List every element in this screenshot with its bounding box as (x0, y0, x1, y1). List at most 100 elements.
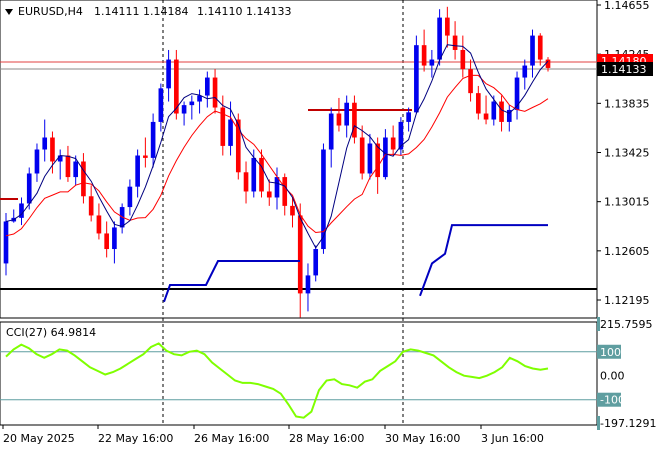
cci-tick-label: -197.1291 (600, 417, 656, 430)
candle-body (414, 45, 419, 113)
candle-body (259, 157, 264, 192)
price-tick-label: 1.14655 (604, 0, 650, 12)
dropdown-triangle-icon[interactable] (5, 9, 13, 15)
candle-body (359, 137, 365, 174)
time-tick-label: 26 May 16:00 (194, 432, 269, 445)
candle-body (181, 105, 187, 114)
symbol-timeframe: EURUSD,H4 (18, 5, 83, 18)
candle-body (290, 205, 295, 216)
candle-body (135, 155, 140, 187)
candle-body (57, 155, 63, 162)
candle-body (19, 203, 24, 218)
candle-body (390, 137, 396, 150)
candlestick-series (3, 6, 551, 318)
candle-body (344, 102, 350, 126)
candle-body (251, 157, 257, 192)
candle-body (352, 102, 357, 138)
candle-body (336, 113, 342, 126)
candle-body (112, 227, 117, 250)
candle-body (445, 17, 450, 36)
price-tick-label: 1.13425 (604, 147, 650, 160)
candle-body (483, 113, 489, 120)
candle-body (375, 143, 380, 178)
candle-body (220, 107, 226, 146)
candle-body (452, 35, 458, 50)
candle-body (34, 149, 40, 174)
candle-body (305, 275, 311, 294)
candle-body (406, 112, 411, 122)
cci-level-lines (0, 351, 597, 401)
ohlc-low: 1.14110 (197, 5, 243, 18)
trailing-stop-line (419, 224, 548, 297)
candle-body (197, 95, 202, 102)
time-tick-label: 30 May 16:00 (385, 432, 460, 445)
time-axis: 20 May 2025 22 May 16:00 26 May 16:00 28 Ma… (2, 425, 544, 445)
candle-body (81, 161, 86, 197)
candle-body (321, 149, 326, 250)
time-tick-label: 22 May 16:00 (98, 432, 173, 445)
cci-tick-badge (597, 415, 600, 430)
cci-tick-label: 100 (600, 346, 621, 359)
candle-body (514, 77, 520, 110)
candle-body (460, 49, 466, 70)
cci-axis: 215.7595 100 0.00 -100 -197.1291 (597, 317, 656, 430)
candle-body (530, 35, 535, 66)
candle-body (367, 143, 373, 174)
ohlc-high: 1.14184 (143, 5, 189, 18)
candle-body (26, 173, 32, 204)
price-tick-label: 1.12195 (604, 294, 650, 307)
price-tick-label: 1.13835 (604, 97, 650, 110)
candle-body (189, 101, 195, 106)
candle-body (506, 109, 512, 122)
candle-body (266, 191, 272, 198)
candle-body (212, 77, 218, 108)
candle-body (127, 186, 133, 208)
cci-panel (0, 321, 598, 426)
trailing-stop-lines (163, 224, 548, 303)
candle-body (96, 215, 102, 234)
fast-moving-average (5, 44, 549, 249)
ohlc-open: 1.14111 (94, 5, 140, 18)
candle-body (522, 65, 528, 78)
slow-moving-average (5, 74, 549, 237)
cci-tick-label: 0.00 (600, 370, 625, 383)
cci-tick-label: -100 (600, 394, 625, 407)
candle-body (475, 93, 481, 114)
candle-body (437, 17, 442, 60)
candle-body (243, 172, 249, 192)
candle-body (150, 121, 156, 158)
candle-body (3, 221, 9, 264)
candle-body (104, 233, 109, 250)
candle-body (166, 59, 171, 89)
candle-body (73, 161, 79, 178)
candle-body (282, 177, 288, 206)
candle-body (143, 155, 148, 158)
candle-body (537, 35, 543, 60)
cci-tick-badge (597, 344, 621, 359)
candle-body (50, 137, 55, 162)
candle-body (429, 59, 435, 66)
candle-body (398, 121, 404, 150)
time-tick-label: 20 May 2025 (3, 432, 75, 445)
candle-body (228, 119, 233, 146)
cci-line (5, 342, 549, 419)
vertical-dashed-lines (162, 0, 404, 425)
candle-body (65, 155, 71, 178)
candle-body (499, 101, 504, 122)
time-tick-label: 3 Jun 16:00 (481, 432, 544, 445)
bid-price-tag-text: 1.14133 (601, 63, 647, 76)
candle-body (235, 119, 241, 173)
candle-body (383, 137, 388, 178)
candle-body (204, 77, 210, 96)
candle-body (328, 113, 334, 150)
cci-tick-badge (597, 392, 621, 407)
candle-body (491, 101, 497, 120)
candle-body (468, 69, 473, 94)
bid-price-tag (597, 62, 653, 76)
price-axis: 1.146551.142451.138351.134251.130151.126… (597, 0, 650, 307)
candle-body (158, 88, 164, 122)
candle-body (174, 59, 179, 114)
price-tick-label: 1.13015 (604, 196, 650, 209)
time-tick-label: 28 May 16:00 (289, 432, 364, 445)
